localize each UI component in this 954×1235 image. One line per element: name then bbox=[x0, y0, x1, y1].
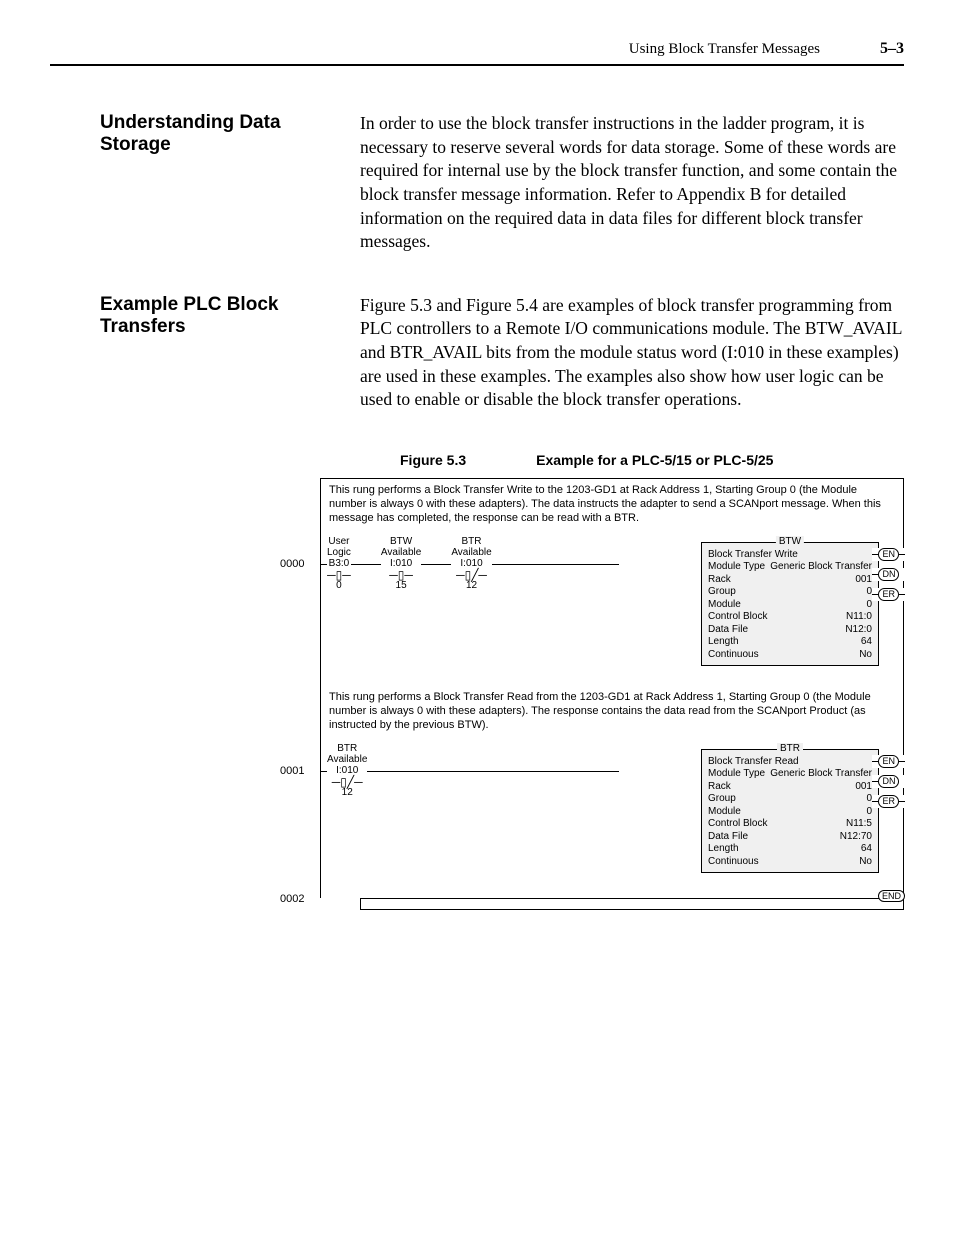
dn-flag: DN bbox=[878, 568, 899, 581]
status-flags: EN DN ER bbox=[872, 755, 905, 808]
figure-label: Figure 5.3 bbox=[400, 452, 466, 468]
figure-title-row: Figure 5.3 Example for a PLC-5/15 or PLC… bbox=[400, 452, 904, 468]
rung-number: 0001 bbox=[280, 743, 320, 777]
section-body: In order to use the block transfer instr… bbox=[360, 112, 904, 254]
section-body: Figure 5.3 and Figure 5.4 are examples o… bbox=[360, 294, 904, 412]
end-label: END bbox=[878, 890, 905, 902]
section-example: Example PLC Block Transfers Figure 5.3 a… bbox=[50, 294, 904, 412]
ladder-diagram: This rung performs a Block Transfer Writ… bbox=[280, 478, 904, 910]
rung-0001: 0001 BTR Available I:010 ─▯╱─ 12 BTR Blo… bbox=[280, 743, 904, 898]
rung-number: 0000 bbox=[280, 536, 320, 570]
block-tag: BTR bbox=[777, 743, 803, 756]
block-title-text: Block Transfer Read bbox=[708, 756, 872, 769]
btr-block: BTR Block Transfer Read Module TypeGener… bbox=[701, 749, 879, 874]
figure-title: Example for a PLC-5/15 or PLC-5/25 bbox=[536, 452, 773, 468]
page-header: Using Block Transfer Messages 5–3 bbox=[50, 40, 904, 66]
rung-end: 0002 END bbox=[280, 898, 904, 910]
en-flag: EN bbox=[878, 548, 899, 561]
er-flag: ER bbox=[878, 588, 899, 601]
page-number: 5–3 bbox=[880, 40, 904, 58]
contact-xio: BTR Available I:010 ─▯╱─ 12 bbox=[327, 733, 367, 800]
section-heading: Understanding Data Storage bbox=[50, 112, 320, 254]
rung-contacts: User Logic B3:0 ─▯─ 0 BTW Available I:01… bbox=[327, 536, 492, 593]
block-title-text: Block Transfer Write bbox=[708, 549, 872, 562]
btw-block: BTW Block Transfer Write Module TypeGene… bbox=[701, 542, 879, 667]
rung-description: This rung performs a Block Transfer Writ… bbox=[320, 478, 904, 536]
figure-5-3: Figure 5.3 Example for a PLC-5/15 or PLC… bbox=[280, 452, 904, 910]
en-flag: EN bbox=[878, 755, 899, 768]
contact-xic: User Logic B3:0 ─▯─ 0 bbox=[327, 536, 351, 593]
section-heading: Example PLC Block Transfers bbox=[50, 294, 320, 412]
rung-description: This rung performs a Block Transfer Read… bbox=[320, 686, 904, 743]
dn-flag: DN bbox=[878, 775, 899, 788]
section-understanding: Understanding Data Storage In order to u… bbox=[50, 112, 904, 254]
chapter-title: Using Block Transfer Messages bbox=[629, 41, 820, 58]
rung-number: 0002 bbox=[280, 893, 320, 905]
block-tag: BTW bbox=[776, 536, 804, 549]
contact-xic: BTW Available I:010 ─▯─ 15 bbox=[381, 536, 421, 593]
er-flag: ER bbox=[878, 795, 899, 808]
rung-0000: 0000 User Logic B3:0 ─▯─ 0 BTW Available bbox=[280, 536, 904, 686]
contact-xio: BTR Available I:010 ─▯╱─ 12 bbox=[451, 536, 491, 593]
status-flags: EN DN ER bbox=[872, 548, 905, 601]
